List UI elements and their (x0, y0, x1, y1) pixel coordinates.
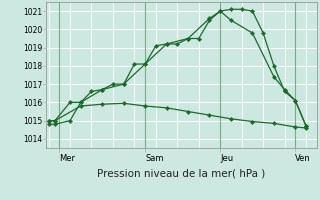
X-axis label: Pression niveau de la mer( hPa ): Pression niveau de la mer( hPa ) (98, 168, 266, 178)
